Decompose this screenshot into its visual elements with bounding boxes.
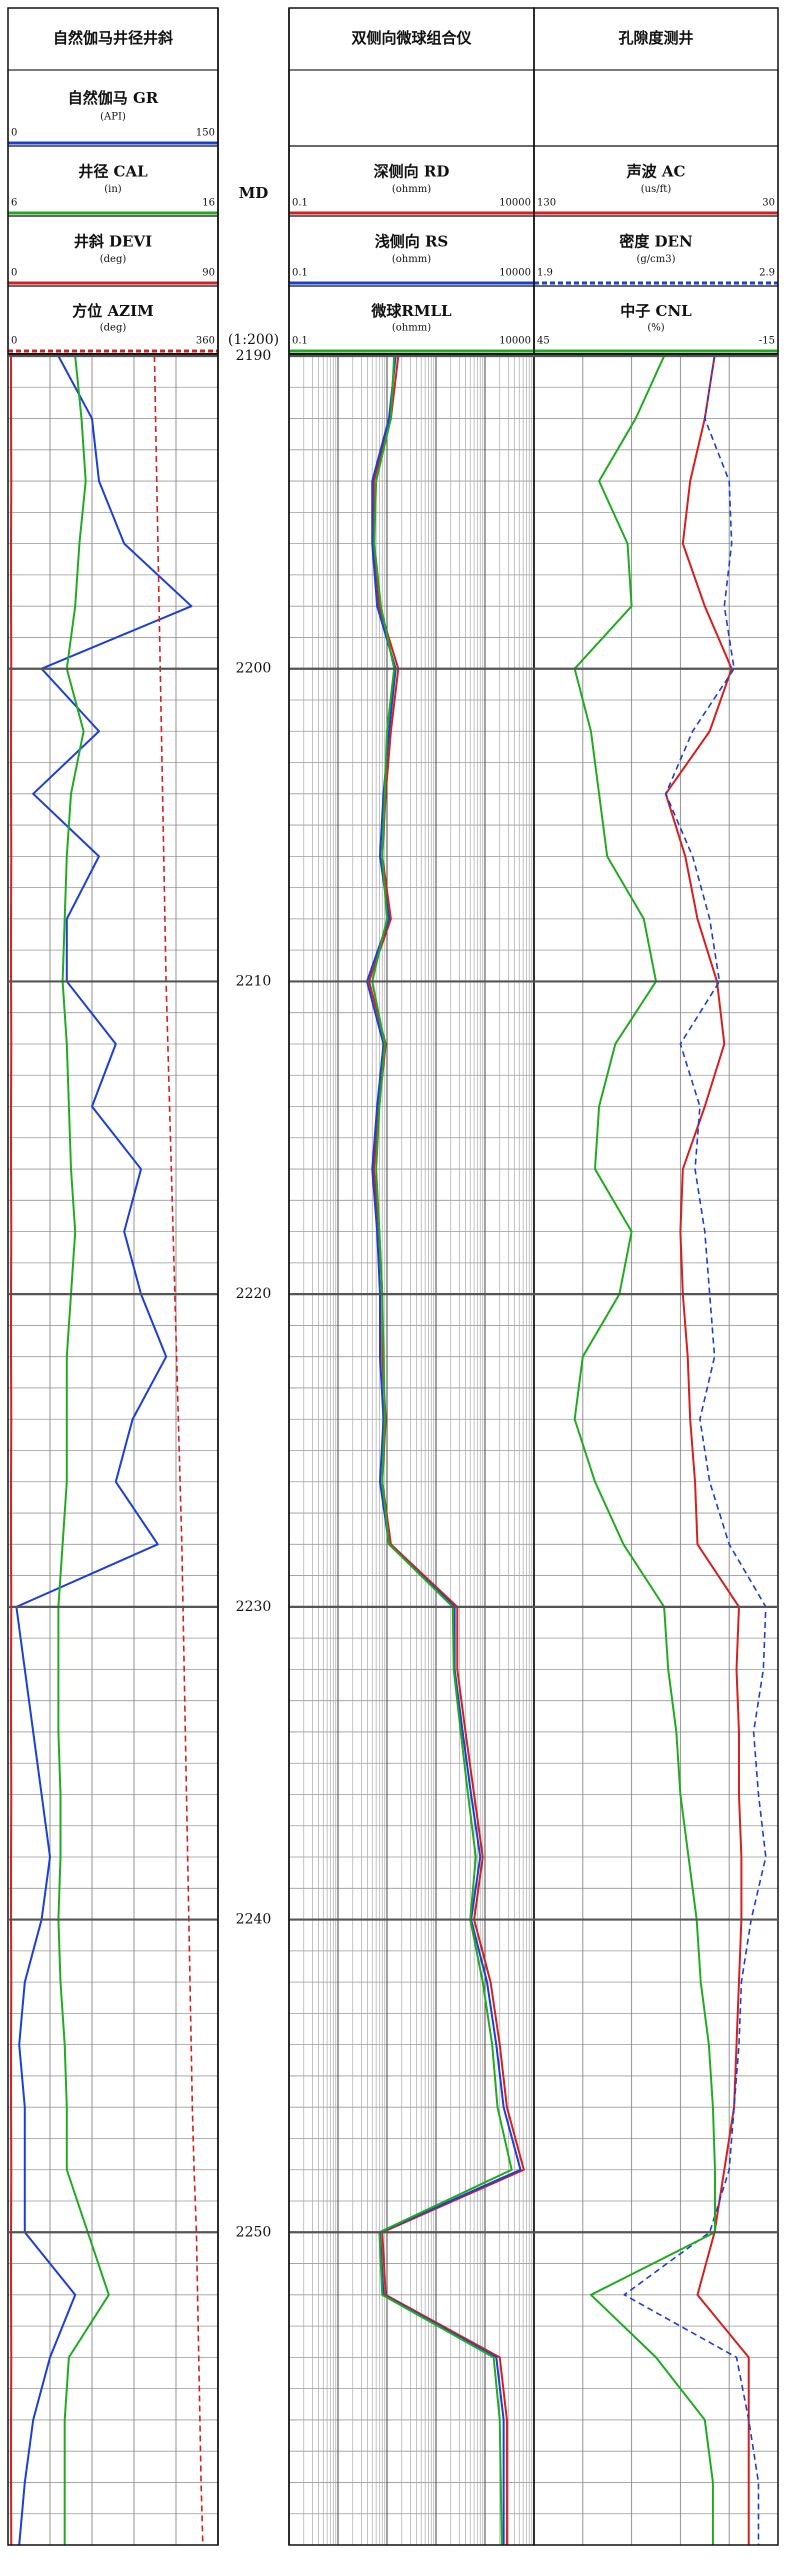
curve-name: 深侧向 RD — [374, 163, 450, 181]
header-box — [289, 286, 534, 354]
curve-unit: (API) — [100, 112, 126, 123]
scale-left: 1.9 — [537, 268, 553, 279]
header-box — [534, 216, 778, 286]
scale-right: 10000 — [499, 336, 531, 347]
track-title: 自然伽马井径井斜 — [53, 29, 173, 47]
scale-right: 150 — [196, 128, 215, 139]
scale-left: 0 — [11, 268, 17, 279]
header-box — [289, 70, 534, 146]
header-box — [534, 146, 778, 216]
curve-name: 密度 DEN — [619, 233, 693, 251]
scale-right: 2.9 — [759, 268, 775, 279]
header-box — [289, 216, 534, 286]
depth-label: 2220 — [236, 1286, 272, 1302]
track-title: 双侧向微球组合仪 — [351, 29, 472, 47]
curve-name: 井斜 DEVI — [74, 233, 152, 251]
header-box — [534, 286, 778, 354]
track-border — [8, 8, 218, 2545]
curve-unit: (%) — [647, 323, 664, 334]
depth-label: 2240 — [236, 1912, 272, 1928]
curve-unit: (in) — [104, 184, 122, 195]
curve-name: 井径 CAL — [78, 163, 148, 181]
scale-left: 6 — [11, 198, 17, 209]
header-box — [534, 70, 778, 146]
curve-unit: (deg) — [100, 254, 127, 265]
curve-unit: (deg) — [100, 323, 127, 334]
curve-unit: (ohmm) — [392, 184, 431, 195]
depth-label: 2230 — [236, 1599, 272, 1615]
scale-right: -15 — [759, 336, 775, 347]
curve-name: 声波 AC — [626, 163, 686, 181]
track-border — [534, 8, 778, 2545]
scale-left: 0.1 — [292, 268, 308, 279]
depth-label: 2250 — [236, 2224, 272, 2240]
depth-label: 2190 — [236, 348, 272, 364]
header-box — [8, 70, 218, 146]
scale-right: 90 — [202, 268, 215, 279]
header-box — [8, 286, 218, 354]
curve-name: 自然伽马 GR — [68, 89, 159, 107]
scale-left: 0 — [11, 336, 17, 347]
depth-axis-label: MD — [239, 184, 269, 202]
track-border — [289, 8, 534, 2545]
curve-unit: (g/cm3) — [636, 254, 675, 265]
scale-right: 360 — [196, 336, 215, 347]
scale-right: 10000 — [499, 198, 531, 209]
scale-right: 30 — [762, 198, 775, 209]
scale-right: 16 — [202, 198, 215, 209]
scale-left: 0.1 — [292, 336, 308, 347]
depth-label: 2210 — [236, 973, 272, 989]
curve-name: 微球RMLL — [370, 302, 452, 320]
curve-name: 浅侧向 RS — [375, 233, 449, 251]
curve-name: 方位 AZIM — [72, 302, 153, 320]
scale-left: 45 — [537, 336, 550, 347]
depth-scale: (1:200) — [228, 332, 279, 348]
scale-left: 130 — [537, 198, 556, 209]
scale-right: 10000 — [499, 268, 531, 279]
curve-name: 中子 CNL — [620, 302, 692, 320]
scale-left: 0.1 — [292, 198, 308, 209]
header-box — [8, 146, 218, 216]
track-title: 孔隙度测井 — [618, 29, 693, 47]
header-box — [8, 216, 218, 286]
depth-label: 2200 — [236, 661, 272, 677]
curve-unit: (ohmm) — [392, 323, 431, 334]
header-box — [289, 146, 534, 216]
curve-unit: (us/ft) — [641, 184, 672, 195]
scale-left: 0 — [11, 128, 17, 139]
curve-unit: (ohmm) — [392, 254, 431, 265]
